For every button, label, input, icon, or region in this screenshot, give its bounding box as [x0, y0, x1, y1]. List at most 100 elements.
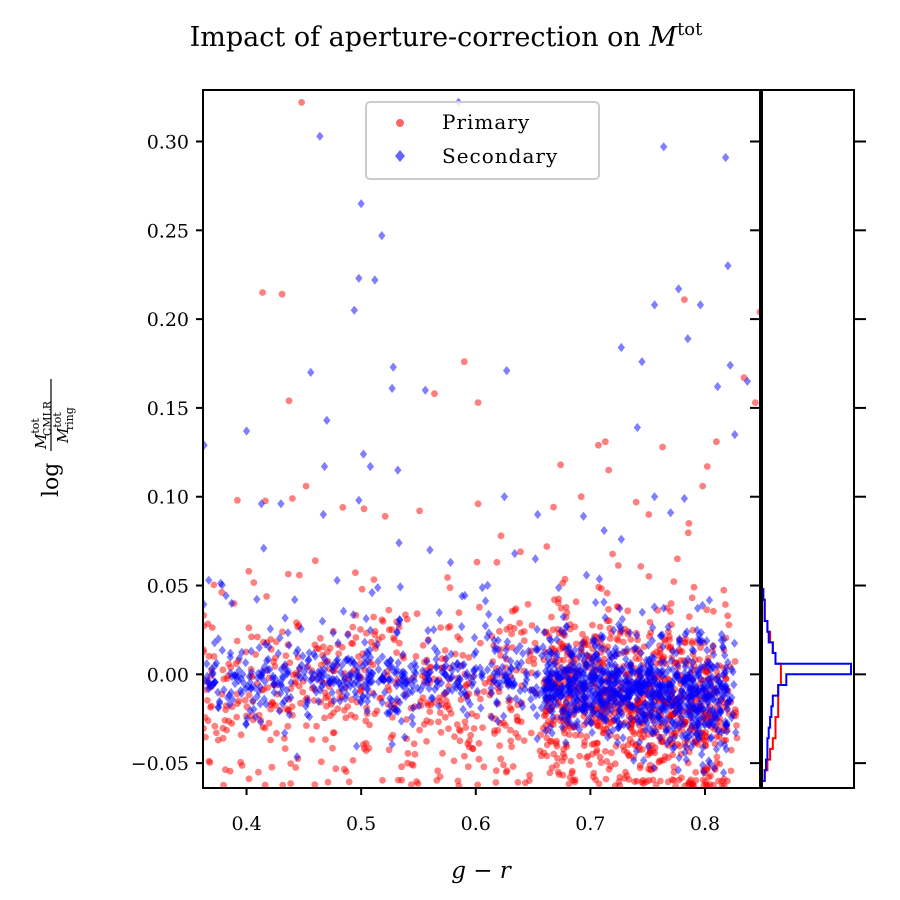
- data-point-secondary: [583, 691, 592, 701]
- data-point-primary: [480, 763, 488, 771]
- data-point-secondary: [281, 728, 289, 738]
- data-point-primary: [715, 777, 722, 785]
- data-point-secondary: [313, 674, 321, 684]
- data-point-secondary: [669, 744, 677, 754]
- data-point-secondary: [553, 688, 561, 698]
- data-point-secondary: [703, 681, 712, 691]
- data-point-secondary: [260, 694, 268, 704]
- data-point-primary: [317, 634, 324, 642]
- data-point-primary: [625, 751, 633, 759]
- data-point-secondary: [592, 665, 600, 676]
- data-point-secondary: [395, 615, 404, 625]
- data-point-secondary: [352, 671, 361, 681]
- data-point-secondary: [453, 659, 462, 669]
- data-point-secondary: [478, 583, 487, 593]
- data-point-secondary: [573, 667, 581, 677]
- data-point-primary: [237, 731, 245, 739]
- data-point-secondary: [378, 697, 386, 708]
- data-point-secondary: [513, 659, 521, 669]
- data-point-secondary: [699, 760, 707, 770]
- data-point-primary: [724, 612, 732, 620]
- data-point-primary: [548, 738, 555, 745]
- data-point-primary: [261, 781, 269, 788]
- data-point-primary: [474, 781, 482, 788]
- data-point-primary: [349, 757, 357, 764]
- data-point-primary: [657, 777, 664, 785]
- data-point-primary: [204, 697, 211, 704]
- data-point-primary: [248, 633, 255, 641]
- data-point-secondary: [361, 637, 369, 647]
- data-point-secondary: [247, 683, 255, 693]
- data-point-secondary: [562, 690, 570, 700]
- data-point-secondary: [654, 666, 662, 677]
- data-point-primary: [234, 700, 241, 707]
- data-point-primary: [308, 736, 316, 743]
- data-point-primary: [593, 746, 601, 754]
- data-point-secondary: [544, 677, 553, 687]
- data-point-secondary: [540, 627, 548, 637]
- data-point-primary: [370, 576, 378, 583]
- data-point-primary: [416, 726, 423, 734]
- data-point-primary: [227, 664, 235, 671]
- data-point-secondary: [671, 720, 679, 730]
- data-point-secondary: [499, 711, 508, 721]
- data-point-secondary: [336, 667, 345, 677]
- data-point-primary: [601, 438, 609, 446]
- axis-ticks: 0.4 0.5 0.6 0.7 0.8 0.30 0.25 0.20 0.15 0.10 0.05 0…: [131, 132, 866, 835]
- data-point-secondary: [214, 702, 222, 712]
- data-point-secondary: [676, 634, 684, 644]
- data-point-secondary: [226, 668, 235, 678]
- data-point-secondary: [595, 574, 604, 584]
- data-point-secondary: [618, 614, 626, 624]
- data-point-secondary: [548, 677, 556, 687]
- data-point-primary: [323, 702, 330, 710]
- data-point-primary: [524, 600, 532, 608]
- data-point-secondary: [649, 653, 658, 663]
- data-point-secondary: [204, 678, 213, 688]
- data-point-secondary: [378, 673, 386, 683]
- scatter-plot-area: [203, 97, 760, 788]
- data-point-primary: [234, 496, 241, 504]
- data-point-primary: [528, 622, 536, 629]
- data-point-secondary: [430, 625, 438, 635]
- data-point-secondary: [696, 300, 705, 310]
- data-point-primary: [619, 743, 627, 750]
- data-point-secondary: [631, 687, 640, 697]
- data-point-secondary: [490, 676, 498, 686]
- data-point-primary: [607, 749, 615, 757]
- data-point-secondary: [340, 672, 348, 682]
- data-point-secondary: [587, 718, 595, 728]
- data-point-secondary: [688, 717, 696, 727]
- data-point-primary: [435, 718, 442, 726]
- data-point-secondary: [558, 722, 566, 732]
- data-point-primary: [703, 782, 711, 788]
- data-point-secondary: [237, 686, 245, 696]
- chart-title: Impact of aperture-correction on Mtot: [190, 19, 704, 53]
- data-point-secondary: [583, 660, 591, 670]
- data-point-primary: [603, 758, 611, 765]
- data-point-secondary: [297, 660, 306, 670]
- data-point-primary: [601, 748, 609, 755]
- data-point-secondary: [478, 672, 486, 682]
- data-point-secondary: [304, 655, 312, 666]
- data-point-primary: [438, 655, 446, 663]
- data-point-primary: [465, 654, 473, 661]
- data-point-secondary: [347, 678, 355, 688]
- data-point-secondary: [547, 667, 555, 678]
- data-point-secondary: [329, 628, 337, 638]
- data-point-secondary: [345, 670, 353, 681]
- data-point-secondary: [626, 680, 634, 690]
- data-point-secondary: [560, 704, 568, 715]
- data-point-primary: [510, 624, 518, 632]
- legend-label-primary: Primary: [442, 110, 530, 134]
- data-point-secondary: [567, 679, 575, 689]
- data-point-primary: [699, 482, 707, 490]
- data-point-secondary: [669, 646, 677, 656]
- data-point-secondary: [703, 636, 711, 646]
- data-point-secondary: [280, 663, 288, 673]
- data-point-secondary: [353, 741, 361, 751]
- data-point-primary: [553, 761, 560, 769]
- data-point-secondary: [594, 654, 603, 664]
- data-point-primary: [637, 563, 645, 570]
- data-point-secondary: [507, 663, 515, 673]
